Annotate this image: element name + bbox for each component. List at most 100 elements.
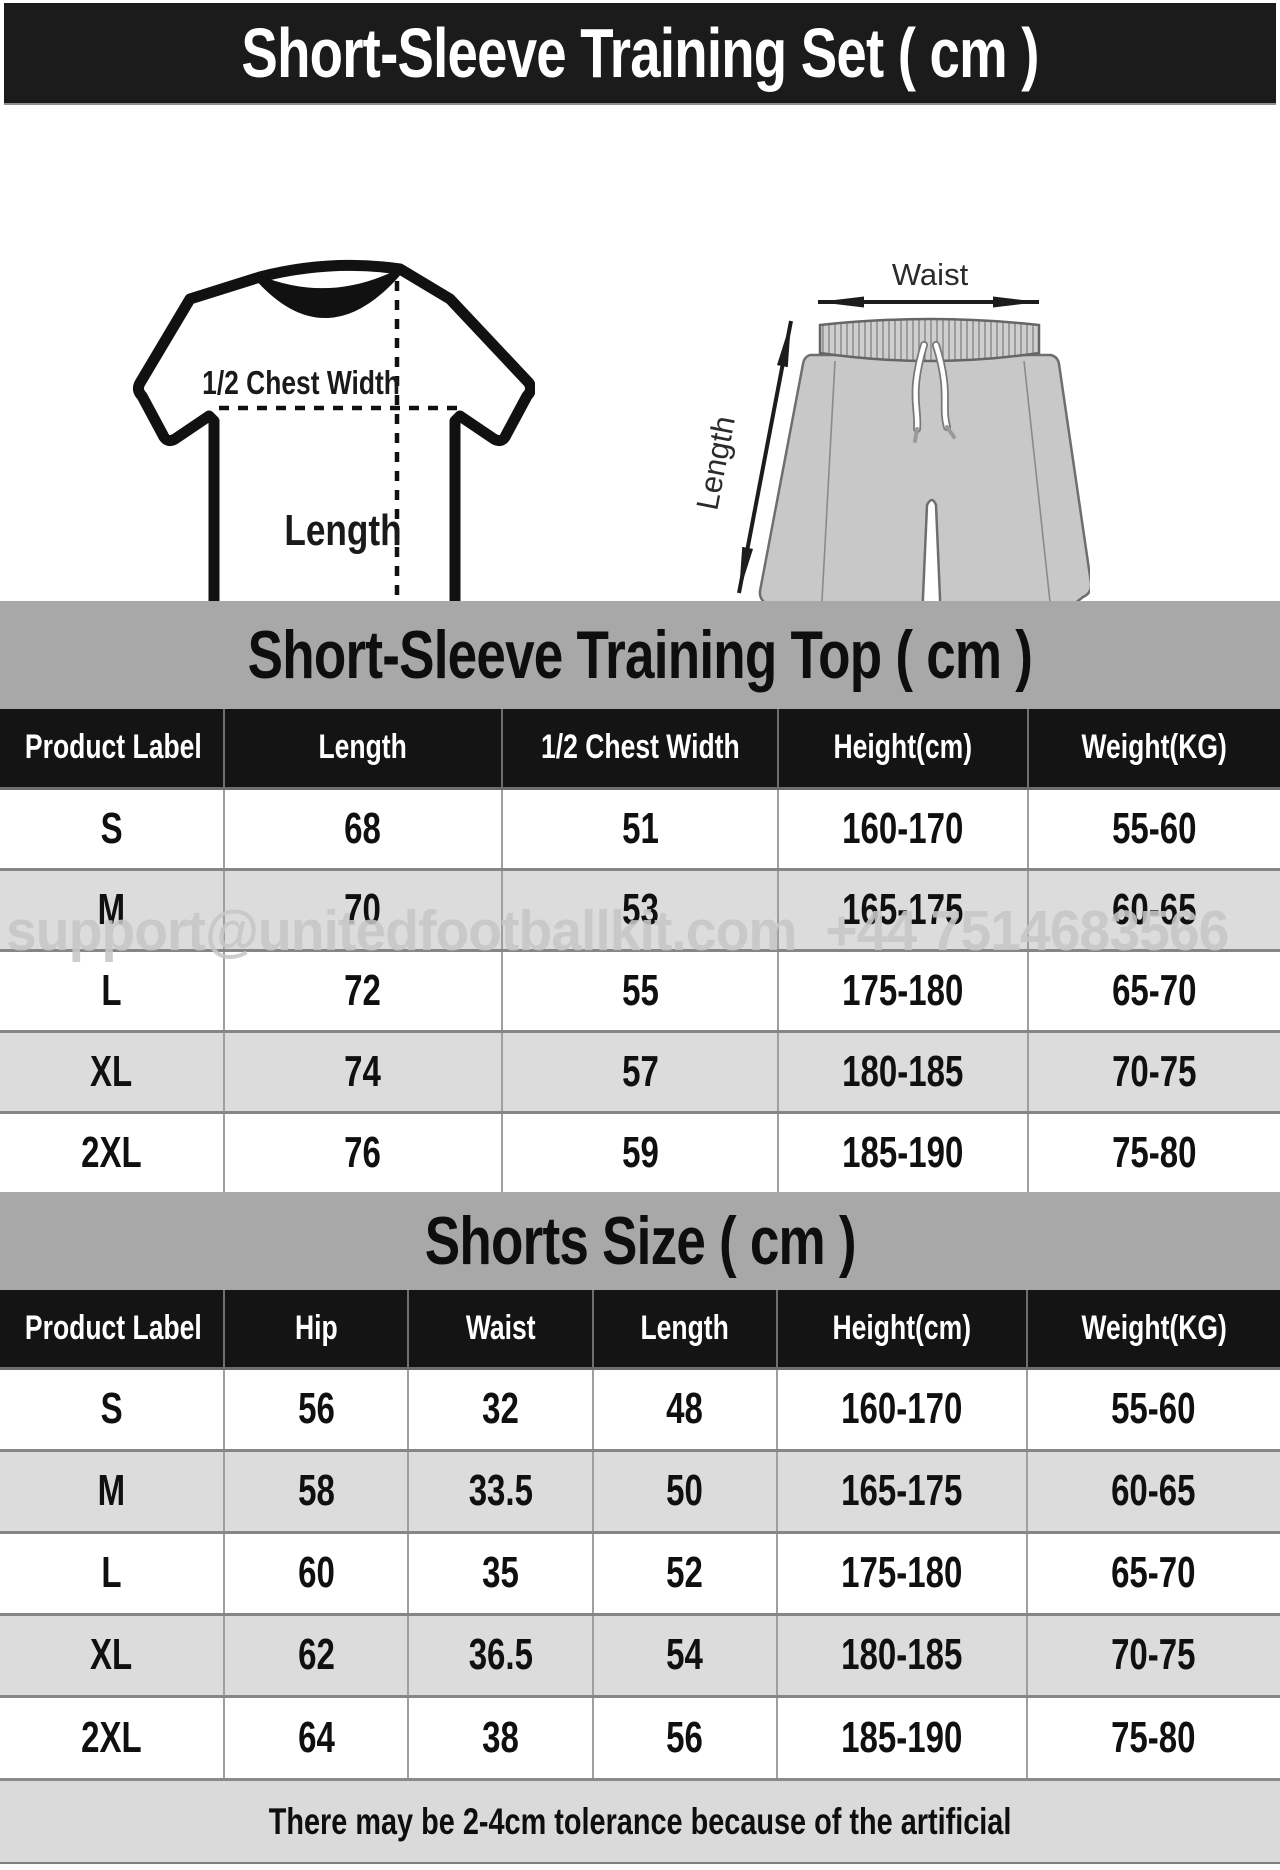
measurement-diagrams: 1/2 Chest Width Length Waist Leng (0, 105, 1280, 653)
table-row: L 72 55 175-180 65-70 (0, 948, 1280, 1033)
cell: 33.5 (407, 1448, 594, 1534)
cell: 52 (591, 1530, 778, 1616)
tshirt-length-label: Length (284, 506, 401, 555)
cell: 70-75 (1025, 1612, 1280, 1698)
shorts-body (758, 353, 1090, 647)
cell: 75-80 (1026, 1110, 1280, 1195)
col-header-waist: Waist (407, 1288, 594, 1370)
tshirt-outline (132, 259, 535, 653)
cell: 2XL (0, 1110, 225, 1195)
cell: 75-80 (1025, 1694, 1280, 1780)
cell: 55 (500, 948, 780, 1033)
table-row: XL 74 57 180-185 70-75 (0, 1029, 1280, 1114)
col-header-length: Length (223, 707, 503, 790)
training-top-size-table: Product Label Length 1/2 Chest Width Hei… (0, 707, 1280, 1195)
cell: 70 (223, 867, 503, 952)
shorts-diagram: Waist Length (689, 257, 1090, 647)
cell: 64 (222, 1694, 410, 1780)
col-header-product-label: Product Label (0, 1288, 225, 1370)
shorts-table-section-header: Shorts Size ( cm ) (0, 1192, 1280, 1290)
cell: 185-190 (777, 1110, 1029, 1195)
page-title: Short-Sleeve Training Set ( cm ) (241, 14, 1039, 92)
cell: 165-175 (775, 1448, 1028, 1534)
tshirt-collar (255, 269, 402, 318)
cell: 60-65 (1026, 867, 1280, 952)
cell: 62 (222, 1612, 410, 1698)
cell: 50 (591, 1448, 778, 1534)
cell: 180-185 (777, 1029, 1029, 1114)
drawstring-aglet-left (913, 427, 919, 443)
drawstring-aglet-right (945, 425, 956, 439)
cell: 58 (222, 1448, 410, 1534)
cell: 76 (223, 1110, 503, 1195)
shorts-waistband (818, 317, 1041, 363)
tolerance-note: There may be 2-4cm tolerance because of … (268, 1801, 1012, 1842)
table-header-row: Product Label Hip Waist Length Height(cm… (0, 1288, 1280, 1370)
tolerance-note-bar: There may be 2-4cm tolerance because of … (0, 1778, 1280, 1864)
cell: 35 (407, 1530, 594, 1616)
cell: 72 (223, 948, 503, 1033)
shorts-table-title: Shorts Size ( cm ) (424, 1203, 857, 1279)
top-table-section-header: Short-Sleeve Training Top ( cm ) (0, 601, 1280, 709)
cell: 59 (500, 1110, 780, 1195)
shorts-right-seam (1023, 360, 1052, 612)
cell: 65-70 (1025, 1530, 1280, 1616)
cell: 65-70 (1026, 948, 1280, 1033)
cell: 55-60 (1025, 1366, 1280, 1452)
col-header-chest-width: 1/2 Chest Width (500, 707, 780, 790)
cell: L (0, 948, 225, 1033)
table-row: XL 62 36.5 54 180-185 70-75 (0, 1612, 1280, 1698)
table-row: S 68 51 160-170 55-60 (0, 786, 1280, 871)
cell: 160-170 (775, 1366, 1028, 1452)
col-header-height: Height(cm) (777, 707, 1029, 790)
cell: 38 (407, 1694, 594, 1780)
cell: 60-65 (1025, 1448, 1280, 1534)
cell: 68 (223, 786, 503, 871)
col-header-weight: Weight(KG) (1025, 1288, 1280, 1370)
cell: 2XL (0, 1694, 225, 1780)
col-header-hip: Hip (222, 1288, 410, 1370)
col-header-product-label: Product Label (0, 707, 225, 790)
shorts-waist-label: Waist (892, 257, 969, 292)
cell: 57 (500, 1029, 780, 1114)
table-header-row: Product Label Length 1/2 Chest Width Hei… (0, 707, 1280, 790)
cell: 32 (407, 1366, 594, 1452)
cell: XL (0, 1612, 225, 1698)
cell: 70-75 (1026, 1029, 1280, 1114)
cell: 48 (591, 1366, 778, 1452)
col-header-length: Length (591, 1288, 778, 1370)
cell: 175-180 (775, 1530, 1028, 1616)
drawstring (913, 342, 950, 432)
cell: S (0, 786, 225, 871)
cell: 74 (223, 1029, 503, 1114)
cell: 180-185 (775, 1612, 1028, 1698)
col-header-weight: Weight(KG) (1026, 707, 1280, 790)
cell: 175-180 (777, 948, 1029, 1033)
cell: 185-190 (775, 1694, 1028, 1780)
table-row: L 60 35 52 175-180 65-70 (0, 1530, 1280, 1616)
table-row: 2XL 76 59 185-190 75-80 (0, 1110, 1280, 1195)
tshirt-diagram: 1/2 Chest Width Length (132, 259, 535, 653)
shorts-size-table: Product Label Hip Waist Length Height(cm… (0, 1288, 1280, 1780)
table-row: S 56 32 48 160-170 55-60 (0, 1366, 1280, 1452)
shorts-left-seam (819, 360, 836, 638)
top-table-title: Short-Sleeve Training Top ( cm ) (247, 617, 1033, 693)
cell: 53 (500, 867, 780, 952)
cell: 54 (591, 1612, 778, 1698)
length-arrow (737, 320, 793, 594)
cell: 56 (222, 1366, 410, 1452)
cell: M (0, 867, 225, 952)
cell: 60 (222, 1530, 410, 1616)
cell: 55-60 (1026, 786, 1280, 871)
table-row: M 70 53 165-175 60-65 (0, 867, 1280, 952)
cell: 51 (500, 786, 780, 871)
cell: XL (0, 1029, 225, 1114)
page-title-bar: Short-Sleeve Training Set ( cm ) (4, 3, 1276, 105)
cell: M (0, 1448, 225, 1534)
cell: S (0, 1366, 225, 1452)
cell: 36.5 (407, 1612, 594, 1698)
cell: L (0, 1530, 225, 1616)
cell: 165-175 (777, 867, 1029, 952)
cell: 56 (591, 1694, 778, 1780)
table-row: M 58 33.5 50 165-175 60-65 (0, 1448, 1280, 1534)
